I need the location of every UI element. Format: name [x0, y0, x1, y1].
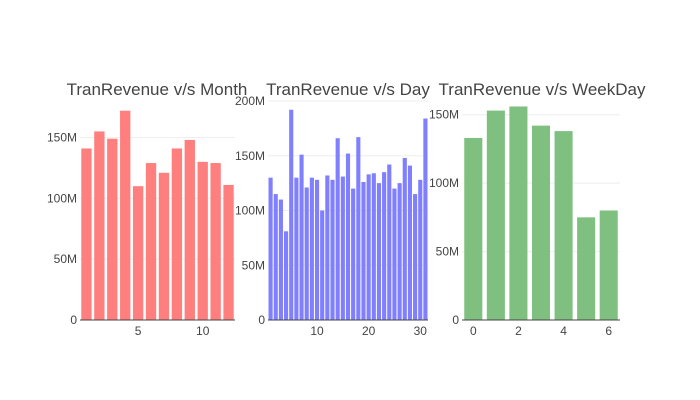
bar-weekday-3	[531, 125, 551, 320]
bar-day-26	[397, 183, 402, 320]
bar-day-3	[278, 199, 283, 320]
bar-day-29	[413, 194, 418, 320]
bar-day-19	[361, 182, 366, 320]
bar-day-9	[309, 177, 314, 320]
y-tick-label-day-2: 100M	[235, 204, 265, 218]
bar-day-22	[376, 183, 382, 320]
bar-day-17	[351, 188, 356, 320]
x-tick-label-day-1: 20	[362, 324, 376, 338]
y-tick-label-weekday-1: 50M	[436, 245, 459, 259]
bar-month-5	[132, 186, 144, 320]
y-tick-label-day-0: 0	[258, 313, 265, 327]
y-tick-label-day-1: 50M	[242, 258, 265, 272]
x-tick-label-weekday-3: 6	[605, 324, 612, 338]
bar-month-6	[145, 163, 157, 320]
bar-weekday-5	[577, 217, 596, 320]
bar-weekday-0	[464, 137, 483, 320]
y-tick-label-month-0: 0	[70, 313, 77, 327]
plot-weekday: 0 50M 100M 150M 0 2 4 6	[429, 106, 620, 338]
y-tick-label-month-1: 50M	[54, 252, 77, 266]
bar-day-4	[284, 231, 289, 320]
x-tick-label-weekday-2: 4	[560, 324, 567, 338]
y-tick-label-weekday-3: 150M	[429, 108, 459, 122]
x-tick-label-weekday-0: 0	[470, 324, 477, 338]
x-tick-label-weekday-1: 2	[515, 324, 522, 338]
bar-day-10	[314, 179, 320, 320]
x-tick-label-month-1: 10	[196, 324, 210, 338]
bar-weekday-6	[599, 210, 618, 320]
bar-day-7	[299, 154, 304, 320]
bar-day-20	[366, 174, 371, 320]
chart-title-day: TranRevenue v/s Day	[266, 80, 430, 99]
x-tick-label-day-0: 10	[310, 324, 324, 338]
bar-day-25	[392, 188, 397, 320]
bar-weekday-1	[486, 110, 505, 320]
bar-day-13	[330, 179, 335, 320]
y-tick-label-weekday-2: 100M	[429, 176, 459, 190]
bar-month-9	[184, 139, 195, 320]
bar-day-18	[356, 137, 361, 320]
bar-month-3	[107, 138, 118, 320]
plot-day: 0 50M 100M 150M 200M 10 20 30	[235, 94, 428, 338]
bar-weekday-2	[509, 106, 528, 320]
bar-day-12	[325, 175, 330, 320]
bar-day-11	[320, 210, 325, 320]
y-tick-label-day-3: 150M	[235, 149, 265, 163]
chart-title-weekday: TranRevenue v/s WeekDay	[439, 80, 646, 99]
bar-day-15	[340, 176, 345, 320]
bar-day-1	[268, 177, 273, 320]
bar-month-8	[171, 148, 183, 320]
bar-day-30	[418, 179, 423, 320]
bar-day-14	[335, 138, 340, 320]
bar-month-2	[94, 131, 105, 320]
bar-day-5	[289, 109, 294, 320]
bar-month-7	[158, 172, 170, 320]
bar-month-10	[197, 161, 208, 320]
bar-day-24	[387, 164, 392, 320]
bar-month-4	[120, 110, 131, 320]
bar-day-21	[371, 173, 376, 320]
x-tick-label-day-2: 30	[414, 324, 428, 338]
bar-weekday-4	[554, 131, 573, 320]
bar-month-12	[223, 184, 234, 320]
y-tick-label-month-2: 100M	[47, 191, 77, 205]
y-tick-label-month-3: 150M	[47, 131, 77, 145]
bar-month-11	[210, 163, 221, 320]
bar-day-16	[345, 153, 351, 320]
bar-day-27	[402, 157, 407, 320]
y-tick-label-weekday-0: 0	[452, 313, 459, 327]
x-tick-label-month-0: 5	[135, 324, 142, 338]
y-tick-label-day-4: 200M	[235, 94, 265, 108]
bar-day-8	[304, 187, 309, 320]
bar-day-2	[273, 194, 278, 320]
plot-month: 0 50M 100M 150M 5 10	[47, 110, 235, 338]
chart-title-month: TranRevenue v/s Month	[67, 80, 248, 99]
bar-day-23	[382, 172, 387, 320]
bar-month-1	[81, 148, 92, 320]
bar-day-28	[407, 165, 412, 320]
bar-day-6	[294, 177, 299, 320]
bar-day-31	[423, 118, 428, 321]
